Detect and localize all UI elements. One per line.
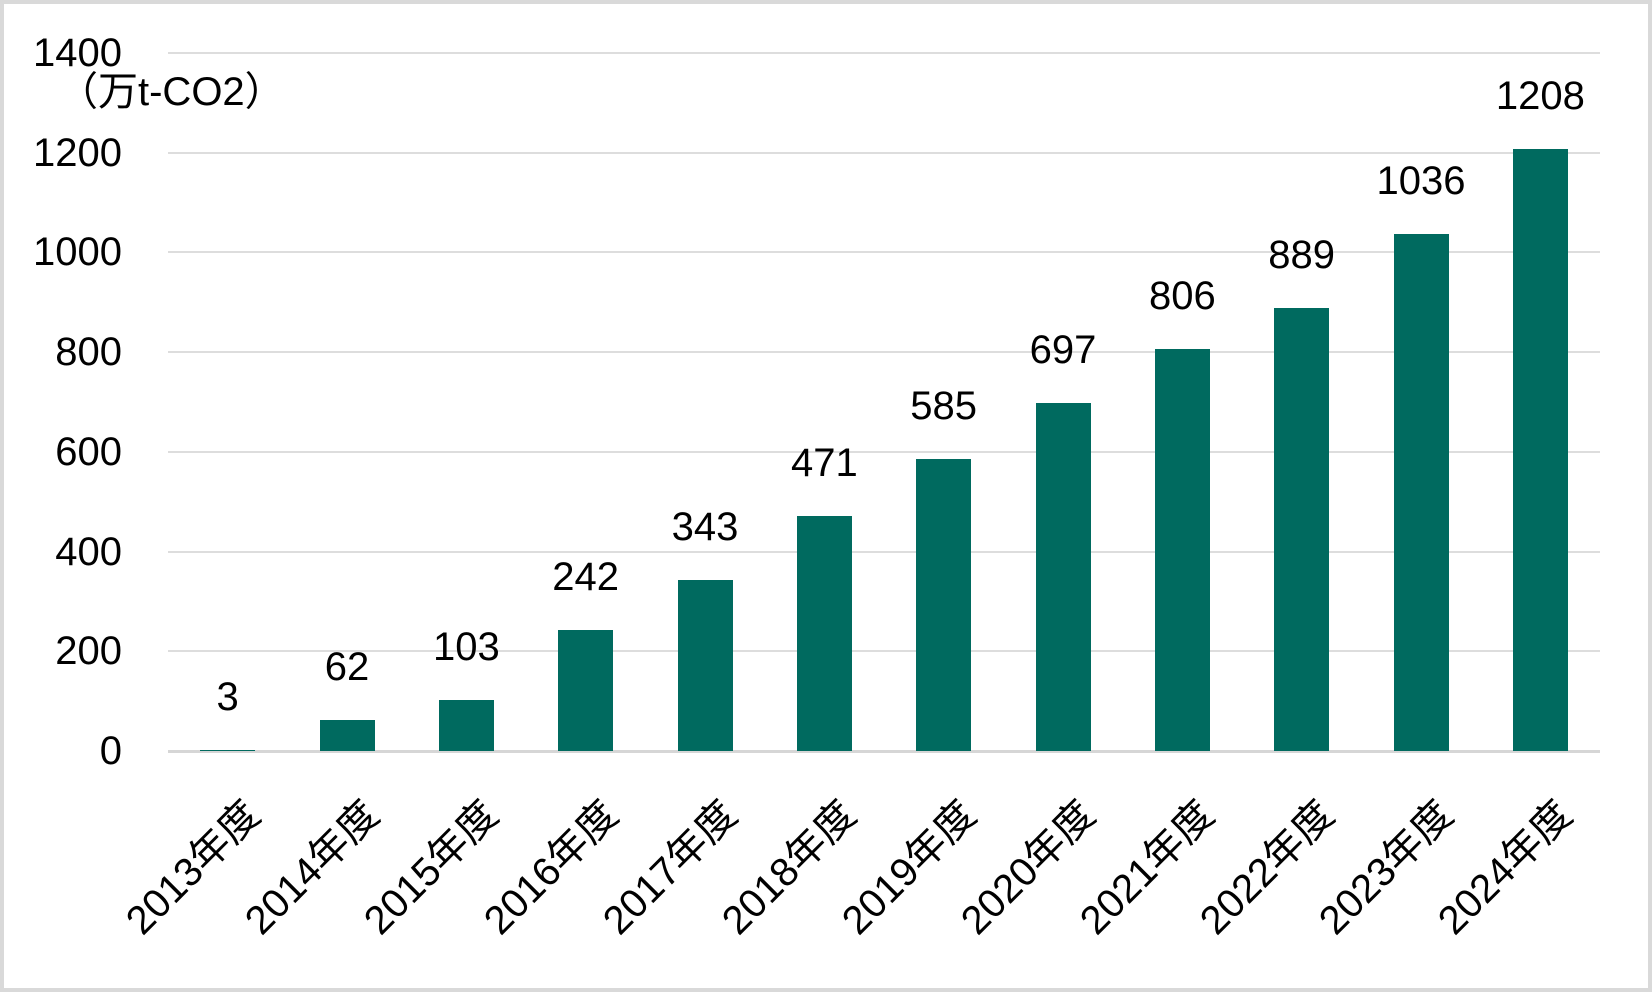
bar-2016年度 (558, 630, 614, 751)
bar-2023年度 (1393, 234, 1449, 751)
y-tick-label-1200: 1200 (33, 130, 122, 175)
gridline-y800 (168, 351, 1600, 354)
y-tick-label-0: 0 (99, 729, 122, 773)
bar-2019年度 (916, 459, 972, 751)
bar-2021年度 (1154, 349, 1210, 751)
bar-2014年度 (319, 720, 375, 751)
bar-value-label-2021年度: 806 (1148, 274, 1216, 319)
gridline-y1000 (168, 251, 1600, 254)
bar-value-label-2023年度: 1036 (1376, 159, 1466, 204)
bar-value-label-2016年度: 242 (552, 555, 620, 600)
y-tick-label-200: 200 (55, 629, 122, 674)
bar-2022年度 (1274, 307, 1330, 751)
bar-value-label-2020年度: 697 (1029, 328, 1097, 373)
bar-value-label-2013年度: 3 (216, 674, 239, 719)
gridline-y200 (168, 650, 1600, 653)
y-tick-label-800: 800 (55, 330, 122, 375)
y-tick-label-1400: 1400 (33, 31, 122, 75)
x-axis-baseline (168, 750, 1600, 753)
bar-value-label-2022年度: 889 (1268, 232, 1336, 277)
bar-2024年度 (1512, 148, 1568, 751)
y-tick-label-400: 400 (55, 529, 122, 574)
bar-2013年度 (200, 749, 256, 751)
bar-value-label-2018年度: 471 (790, 441, 858, 486)
gridline-y400 (168, 550, 1600, 553)
bar-2020年度 (1035, 403, 1091, 751)
bar-value-label-2015年度: 103 (432, 624, 500, 669)
bar-value-label-2024年度: 1208 (1495, 73, 1585, 118)
gridline-y1400 (168, 52, 1600, 54)
gridline-y600 (168, 450, 1600, 453)
y-axis-unit-label: （万t-CO2） (58, 70, 285, 114)
bar-2015年度 (438, 699, 494, 751)
y-tick-label-600: 600 (55, 429, 122, 474)
bar-value-label-2019年度: 585 (910, 384, 978, 429)
bar-value-label-2017年度: 343 (671, 504, 739, 549)
bar-value-label-2014年度: 62 (324, 645, 370, 690)
y-tick-label-1000: 1000 (33, 230, 122, 275)
bar-2018年度 (796, 516, 852, 751)
gridline-y1200 (168, 151, 1600, 154)
bar-2017年度 (677, 579, 733, 751)
